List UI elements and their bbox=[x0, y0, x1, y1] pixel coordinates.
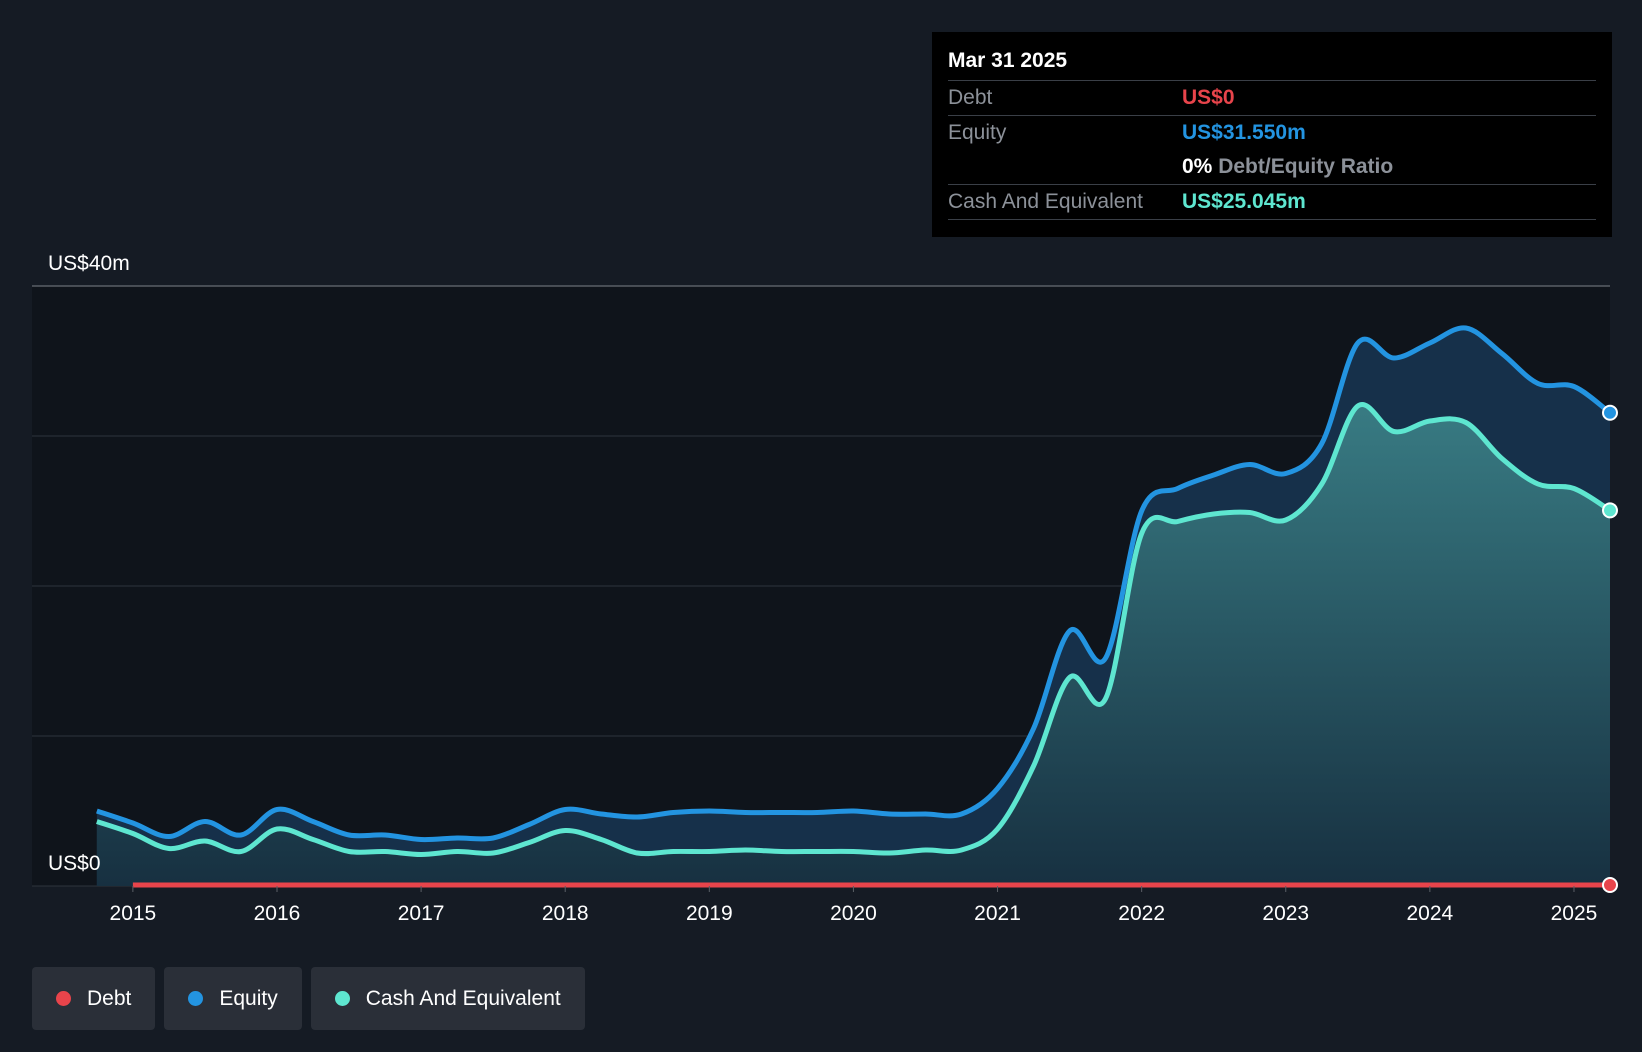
x-tick-label: 2019 bbox=[686, 902, 733, 925]
cash-line bbox=[96, 402, 1612, 857]
cash-dot-icon bbox=[334, 991, 350, 1006]
legend-label-cash: Cash And Equivalent bbox=[365, 986, 561, 1010]
x-tick-label: 2018 bbox=[542, 902, 589, 925]
tooltip-debt-row: Debt US$0 bbox=[948, 81, 1596, 116]
legend-label-equity: Equity bbox=[219, 986, 278, 1010]
x-tick-label: 2023 bbox=[1262, 902, 1309, 925]
legend-item-cash[interactable]: Cash And Equivalent bbox=[310, 967, 585, 1030]
cash-end-marker bbox=[1602, 502, 1618, 519]
series-areas bbox=[96, 327, 1610, 886]
x-tick-label: 2017 bbox=[398, 902, 445, 925]
y-axis-top-label: US$40m bbox=[48, 252, 130, 275]
tooltip-ratio-row: 0% Debt/Equity Ratio bbox=[948, 150, 1596, 185]
equity-end-marker bbox=[1602, 404, 1618, 421]
data-tooltip: Mar 31 2025 Debt US$0 Equity US$31.550m … bbox=[932, 32, 1612, 237]
tooltip-cash-value: US$25.045m bbox=[1182, 190, 1306, 213]
equity-dot-icon bbox=[188, 991, 204, 1006]
legend-item-equity[interactable]: Equity bbox=[164, 967, 302, 1030]
end-markers bbox=[1602, 404, 1618, 893]
chart-legend: Debt Equity Cash And Equivalent bbox=[32, 967, 585, 1030]
x-tick-label: 2016 bbox=[254, 902, 301, 925]
x-tick-label: 2025 bbox=[1551, 902, 1598, 925]
tooltip-ratio-label: Debt/Equity Ratio bbox=[1218, 155, 1394, 178]
tooltip-equity-value: US$31.550m bbox=[1182, 121, 1306, 144]
tooltip-cash-row: Cash And Equivalent US$25.045m bbox=[948, 185, 1596, 220]
legend-label-debt: Debt bbox=[87, 986, 132, 1010]
debt-end-marker bbox=[1602, 877, 1618, 893]
x-tick-label: 2022 bbox=[1118, 902, 1165, 925]
equity-line bbox=[96, 325, 1612, 843]
series-lines bbox=[96, 325, 1612, 888]
y-axis-bottom-label: US$0 bbox=[48, 852, 101, 875]
x-tick-label: 2015 bbox=[110, 902, 157, 925]
tooltip-equity-row: Equity US$31.550m bbox=[948, 116, 1596, 150]
x-axis-ticks: 2015 2016 2017 2018 2019 2020 2021 2022 2023 2024… bbox=[110, 886, 1598, 925]
tooltip-equity-label: Equity bbox=[948, 121, 1007, 144]
cash-area bbox=[96, 404, 1610, 886]
tooltip-debt-label: Debt bbox=[948, 86, 993, 109]
x-tick-label: 2021 bbox=[974, 902, 1021, 925]
tooltip-ratio-value: 0% bbox=[1182, 155, 1213, 178]
debt-dot-icon bbox=[56, 991, 71, 1006]
tooltip-cash-label: Cash And Equivalent bbox=[948, 190, 1143, 213]
tooltip-debt-value: US$0 bbox=[1182, 86, 1235, 109]
x-tick-label: 2024 bbox=[1407, 902, 1454, 925]
x-tick-label: 2020 bbox=[830, 902, 877, 925]
legend-item-debt[interactable]: Debt bbox=[32, 967, 156, 1030]
tooltip-date: Mar 31 2025 bbox=[948, 46, 1596, 81]
